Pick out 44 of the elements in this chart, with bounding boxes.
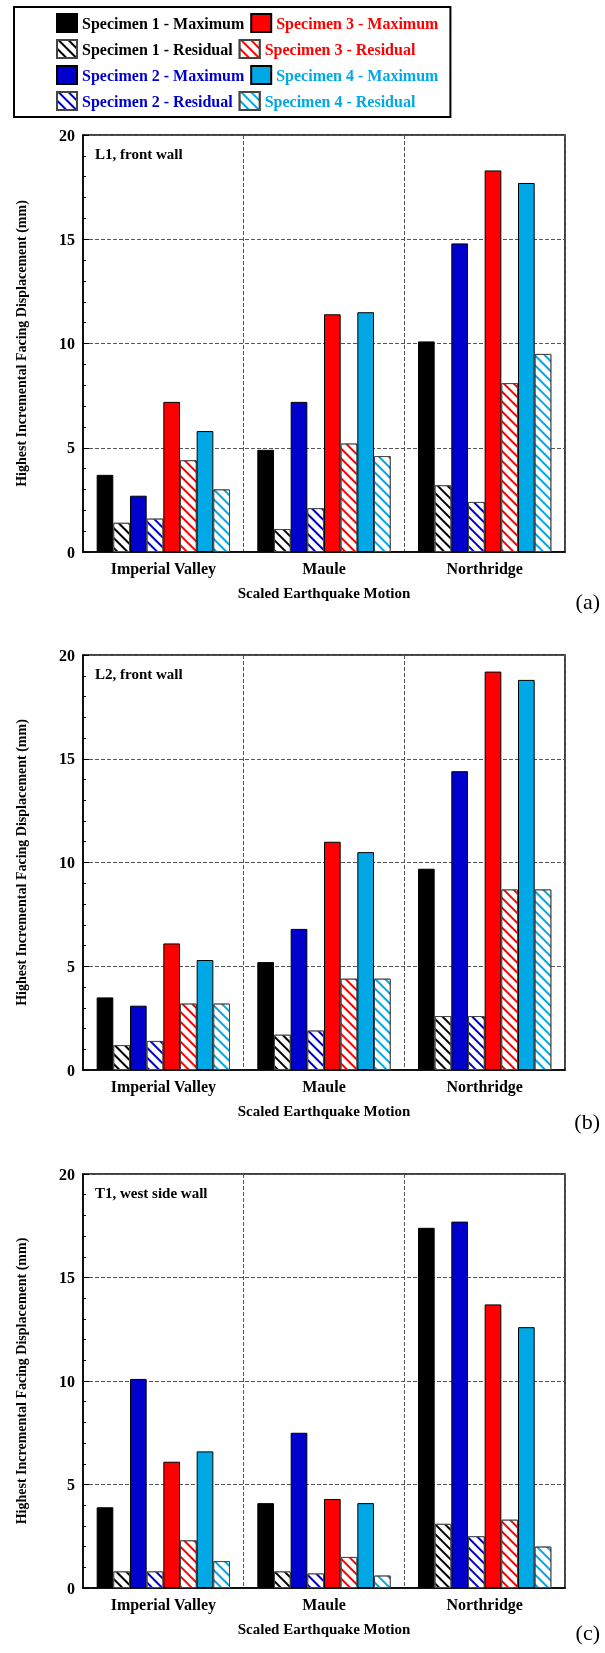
x-tick-label: Imperial Valley [110, 559, 217, 578]
legend-label: Specimen 1 - Maximum [82, 14, 245, 33]
annotation: T1, west side wall [95, 1184, 208, 1201]
text: (b) [574, 1108, 600, 1134]
y-tick-label: 20 [59, 1165, 75, 1183]
x-axis-title: Scaled Earthquake Motion [237, 1102, 411, 1119]
y-tick-label: 5 [67, 1476, 75, 1493]
y-tick-label: 10 [59, 854, 75, 871]
annotation: L1, front wall [95, 145, 183, 162]
legend-label: Specimen 4 - Maximum [276, 66, 440, 85]
y-tick-label: 0 [67, 543, 75, 561]
y-tick-label: 0 [67, 1579, 75, 1597]
y-tick-label: 15 [59, 1269, 75, 1286]
y-tick-label: 0 [67, 1061, 75, 1079]
y-axis-title: Highest Incremental Facing Displacement (mm) [13, 718, 30, 1006]
legend-label: Specimen 2 - Maximum [82, 66, 245, 85]
legend-label: Specimen 2 - Residual [82, 92, 234, 111]
y-axis-title: Highest Incremental Facing Displacement (mm) [13, 199, 30, 487]
y-tick-label: 10 [59, 335, 75, 352]
y-tick-label: 5 [67, 957, 75, 975]
y-tick-label: 5 [67, 439, 75, 457]
legend-label: Specimen 3 - Residual [264, 40, 416, 59]
x-tick-label: Northridge [446, 559, 523, 578]
y-tick-label: 10 [59, 1372, 75, 1390]
x-axis-title: Scaled Earthquake Motion [237, 1620, 411, 1637]
legend-label: Specimen 1 - Residual [82, 40, 234, 59]
x-tick-label: Imperial Valley [110, 1595, 217, 1614]
x-tick-label: Maule [302, 559, 346, 577]
y-tick-label: 15 [59, 230, 75, 248]
x-tick-label: Imperial Valley [110, 1077, 217, 1096]
y-tick-label: 20 [59, 126, 75, 144]
x-axis-title: Scaled Earthquake Motion [237, 584, 411, 601]
legend-label: Specimen 3 - Maximum [276, 14, 440, 33]
x-tick-label: Northridge [446, 1077, 523, 1096]
x-tick-label: Maule [302, 1077, 346, 1095]
y-tick-label: 15 [59, 750, 75, 768]
x-tick-label: Maule [302, 1595, 346, 1613]
y-axis-title: Highest Incremental Facing Displacement (mm) [13, 1237, 30, 1525]
y-tick-label: 20 [59, 646, 75, 664]
text: (c) [575, 1619, 600, 1645]
legend-label: Specimen 4 - Residual [264, 92, 416, 111]
text: (a) [575, 588, 600, 614]
x-tick-label: Northridge [446, 1595, 523, 1614]
annotation: L2, front wall [95, 665, 183, 682]
